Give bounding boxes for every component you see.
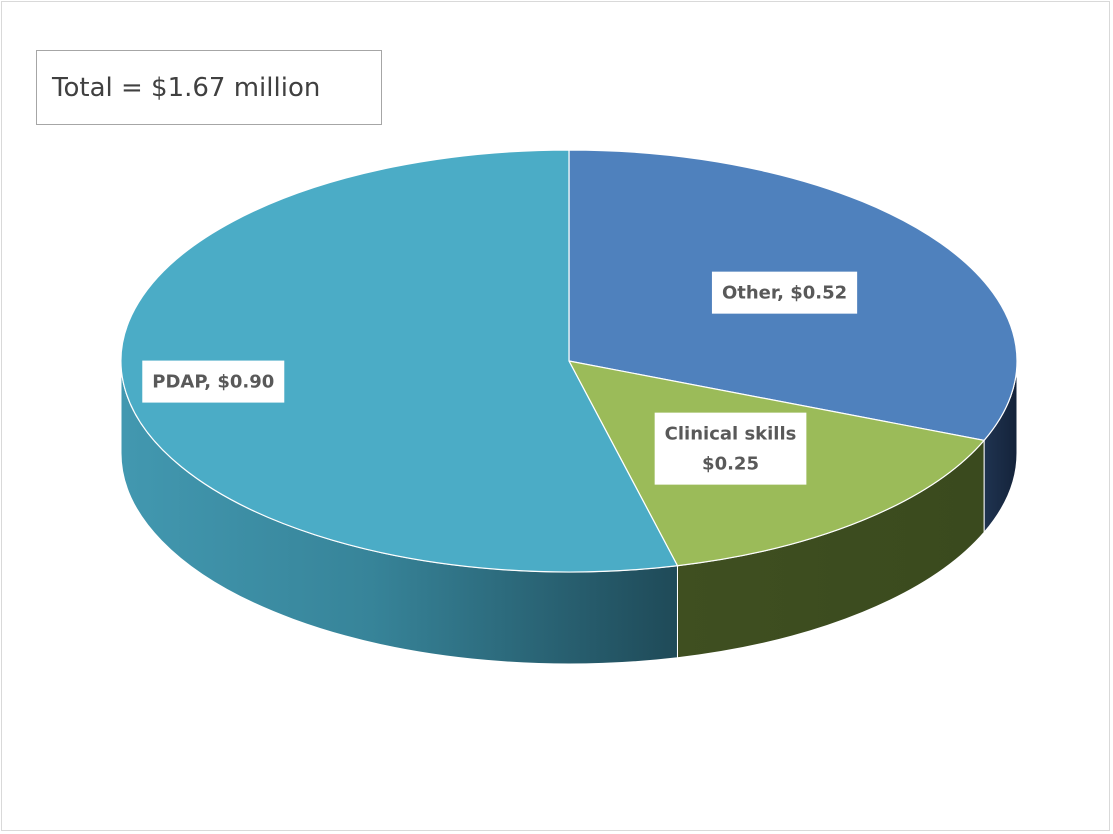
total-annotation-box: Total = $1.67 million xyxy=(36,50,382,125)
label-pdap-text: PDAP, $0.90 xyxy=(152,372,274,393)
label-other-box xyxy=(711,271,858,314)
label-clinical-skills-box xyxy=(654,412,807,485)
pie-data-labels: Other, $0.52 Clinical skills $0.25 PDAP, $0… xyxy=(142,271,858,485)
label-clinical-skills: Clinical skills $0.25 xyxy=(654,412,807,485)
slice-pdap xyxy=(120,149,679,573)
label-pdap-box xyxy=(142,360,285,403)
label-clinical-skills-text: Clinical skills xyxy=(665,424,797,445)
label-clinical-skills-text: $0.25 xyxy=(702,454,759,475)
total-annotation-text: Total = $1.67 million xyxy=(52,72,321,103)
label-other-text: Other, $0.52 xyxy=(722,283,847,304)
label-pdap: PDAP, $0.90 xyxy=(142,360,285,403)
label-other: Other, $0.52 xyxy=(711,271,858,314)
